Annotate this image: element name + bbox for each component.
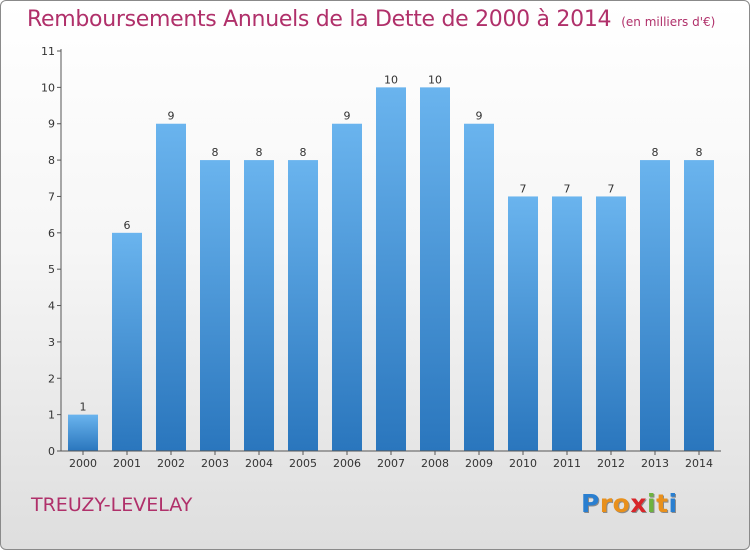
bar bbox=[464, 123, 494, 452]
logo-letter: t bbox=[656, 489, 669, 518]
y-tick-label: 1 bbox=[48, 409, 55, 422]
chart-unit-label: (en milliers d'€) bbox=[621, 15, 716, 29]
x-tick-label: 2007 bbox=[377, 457, 405, 470]
y-tick-label: 4 bbox=[48, 300, 55, 313]
bar bbox=[156, 123, 186, 452]
bar bbox=[112, 232, 142, 451]
bar-value-label: 10 bbox=[384, 73, 398, 86]
bar bbox=[420, 87, 450, 451]
y-tick-label: 7 bbox=[48, 190, 55, 203]
x-axis: 2000 2001 2002 2003 2004 2005 2006 2007 2008 2009… bbox=[61, 450, 721, 470]
y-tick-label: 10 bbox=[41, 81, 55, 94]
bar bbox=[508, 196, 538, 451]
y-tick-label: 8 bbox=[48, 154, 55, 167]
bar-value-label: 8 bbox=[256, 146, 263, 159]
bar-value-label: 6 bbox=[124, 219, 131, 232]
x-tick-label: 2012 bbox=[597, 457, 625, 470]
bar bbox=[68, 414, 98, 451]
x-tick-label: 2003 bbox=[201, 457, 229, 470]
bars: 1 6 9 8 8 8 9 10 10 9 7 7 7 8 8 bbox=[68, 73, 714, 452]
bar-value-label: 8 bbox=[652, 146, 659, 159]
x-tick-label: 2011 bbox=[553, 457, 581, 470]
y-tick-label: 3 bbox=[48, 336, 55, 349]
bar-value-label: 8 bbox=[300, 146, 307, 159]
bar-value-label: 8 bbox=[696, 146, 703, 159]
logo-letter: i bbox=[647, 489, 657, 518]
y-tick-label: 11 bbox=[41, 45, 55, 58]
x-tick-label: 2009 bbox=[465, 457, 493, 470]
y-tick-label: 0 bbox=[48, 445, 55, 458]
bar-value-label: 7 bbox=[608, 182, 615, 195]
bar-value-label: 10 bbox=[428, 73, 442, 86]
logo-letter: P bbox=[581, 489, 600, 518]
bar bbox=[332, 123, 362, 452]
bar bbox=[552, 196, 582, 451]
y-axis: 0 1 2 3 4 5 6 7 8 9 10 11 bbox=[41, 45, 62, 458]
x-tick-label: 2008 bbox=[421, 457, 449, 470]
bar bbox=[244, 160, 274, 451]
proxiti-logo: Proxiti bbox=[581, 489, 678, 518]
x-tick-label: 2013 bbox=[641, 457, 669, 470]
bar-value-label: 9 bbox=[168, 110, 175, 123]
chart-title: Remboursements Annuels de la Dette de 20… bbox=[27, 7, 715, 32]
y-tick-label: 6 bbox=[48, 227, 55, 240]
bar bbox=[376, 87, 406, 451]
bar bbox=[200, 160, 230, 451]
x-tick-label: 2000 bbox=[69, 457, 97, 470]
logo-letter: o bbox=[612, 489, 631, 518]
y-tick-label: 9 bbox=[48, 118, 55, 131]
bar-value-label: 7 bbox=[520, 182, 527, 195]
bar-value-label: 1 bbox=[80, 401, 87, 414]
x-tick-label: 2005 bbox=[289, 457, 317, 470]
y-tick-label: 2 bbox=[48, 372, 55, 385]
logo-letter: i bbox=[668, 489, 678, 518]
x-tick-label: 2001 bbox=[113, 457, 141, 470]
x-tick-label: 2004 bbox=[245, 457, 273, 470]
bar bbox=[288, 160, 318, 451]
bar-value-label: 9 bbox=[344, 110, 351, 123]
x-tick-label: 2002 bbox=[157, 457, 185, 470]
x-tick-label: 2010 bbox=[509, 457, 537, 470]
logo-letter: r bbox=[599, 489, 613, 518]
logo-letter: x bbox=[630, 489, 647, 518]
commune-name: TREUZY-LEVELAY bbox=[31, 494, 193, 516]
bar-value-label: 8 bbox=[212, 146, 219, 159]
x-tick-label: 2014 bbox=[685, 457, 713, 470]
bar-value-label: 9 bbox=[476, 110, 483, 123]
chart-title-text: Remboursements Annuels de la Dette de 20… bbox=[27, 7, 612, 32]
bar bbox=[684, 160, 714, 451]
bar bbox=[640, 160, 670, 451]
bar bbox=[596, 196, 626, 451]
y-tick-label: 5 bbox=[48, 263, 55, 276]
x-tick-label: 2006 bbox=[333, 457, 361, 470]
bar-value-label: 7 bbox=[564, 182, 571, 195]
